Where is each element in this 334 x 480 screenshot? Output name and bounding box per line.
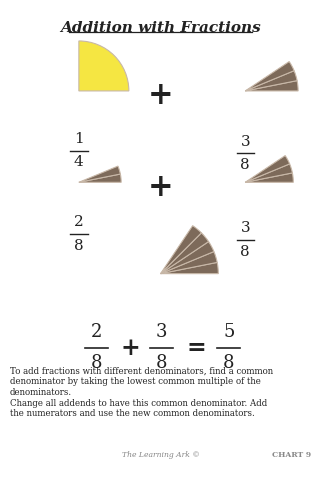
Wedge shape [161,252,217,274]
Text: 8: 8 [91,354,102,372]
Text: 8: 8 [156,354,167,372]
Text: +: + [148,80,173,111]
Text: 3: 3 [240,221,250,235]
Wedge shape [245,61,294,91]
Text: +: + [148,172,173,203]
Text: 8: 8 [74,239,84,253]
Wedge shape [161,263,218,274]
Text: 1: 1 [74,132,84,146]
Wedge shape [245,164,292,182]
Text: 8: 8 [240,158,250,172]
Wedge shape [161,233,208,274]
Text: 8: 8 [223,354,234,372]
Text: 3: 3 [156,323,167,341]
Text: 4: 4 [74,156,84,169]
Text: +: + [121,336,141,360]
Wedge shape [79,41,129,91]
Text: Addition with Fractions: Addition with Fractions [60,21,261,35]
Text: 5: 5 [223,323,234,341]
Wedge shape [161,241,214,274]
Text: The Learning Ark ©: The Learning Ark © [122,451,199,459]
Text: 2: 2 [74,216,84,229]
Text: CHART 9: CHART 9 [273,451,312,459]
Wedge shape [79,166,120,182]
Wedge shape [161,226,201,274]
Text: 3: 3 [240,135,250,149]
Wedge shape [245,156,290,182]
Text: To add fractions with different denominators, find a common
denominator by takin: To add fractions with different denomina… [10,367,273,397]
Text: =: = [186,336,206,360]
Text: 2: 2 [91,323,102,341]
Wedge shape [79,174,121,182]
Text: 8: 8 [240,245,250,259]
Wedge shape [245,81,298,91]
Text: Change all addends to have this common denominator. Add
the numerators and use t: Change all addends to have this common d… [10,399,267,418]
Wedge shape [245,173,293,182]
Wedge shape [245,71,297,91]
